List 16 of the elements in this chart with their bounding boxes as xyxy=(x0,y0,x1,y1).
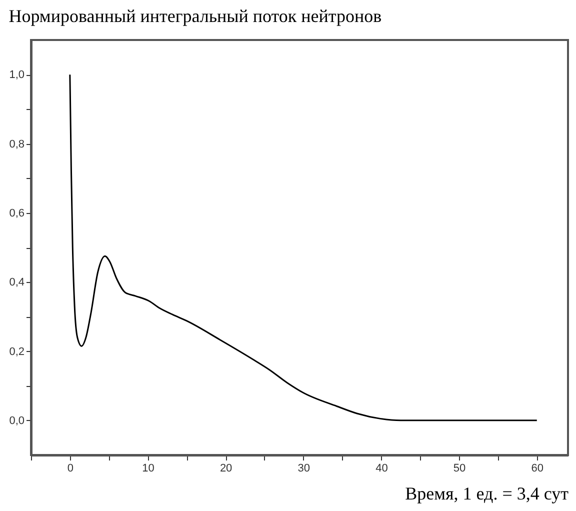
y-tick-label: 0,0 xyxy=(9,414,24,427)
x-tick-label: 60 xyxy=(531,462,544,474)
x-tick-label: 40 xyxy=(376,462,388,474)
y-tick-label: 0,8 xyxy=(9,138,24,150)
x-tick-label: 50 xyxy=(453,462,466,474)
y-tick-label: 0,6 xyxy=(9,207,24,220)
x-axis-title: Время, 1 ед. = 3,4 сут xyxy=(405,484,569,504)
y-tick-label: 1,0 xyxy=(9,69,24,82)
y-tick-label: 0,2 xyxy=(9,346,24,358)
x-tick-label: 10 xyxy=(142,462,154,474)
y-tick-label: 0,4 xyxy=(9,276,24,289)
x-tick-label: 20 xyxy=(220,462,232,474)
line-series xyxy=(69,74,538,422)
x-tick-label: 30 xyxy=(298,462,310,474)
x-tick-label: 0 xyxy=(67,462,74,474)
chart-title: Нормированный интегральный поток нейтронов xyxy=(8,6,382,26)
